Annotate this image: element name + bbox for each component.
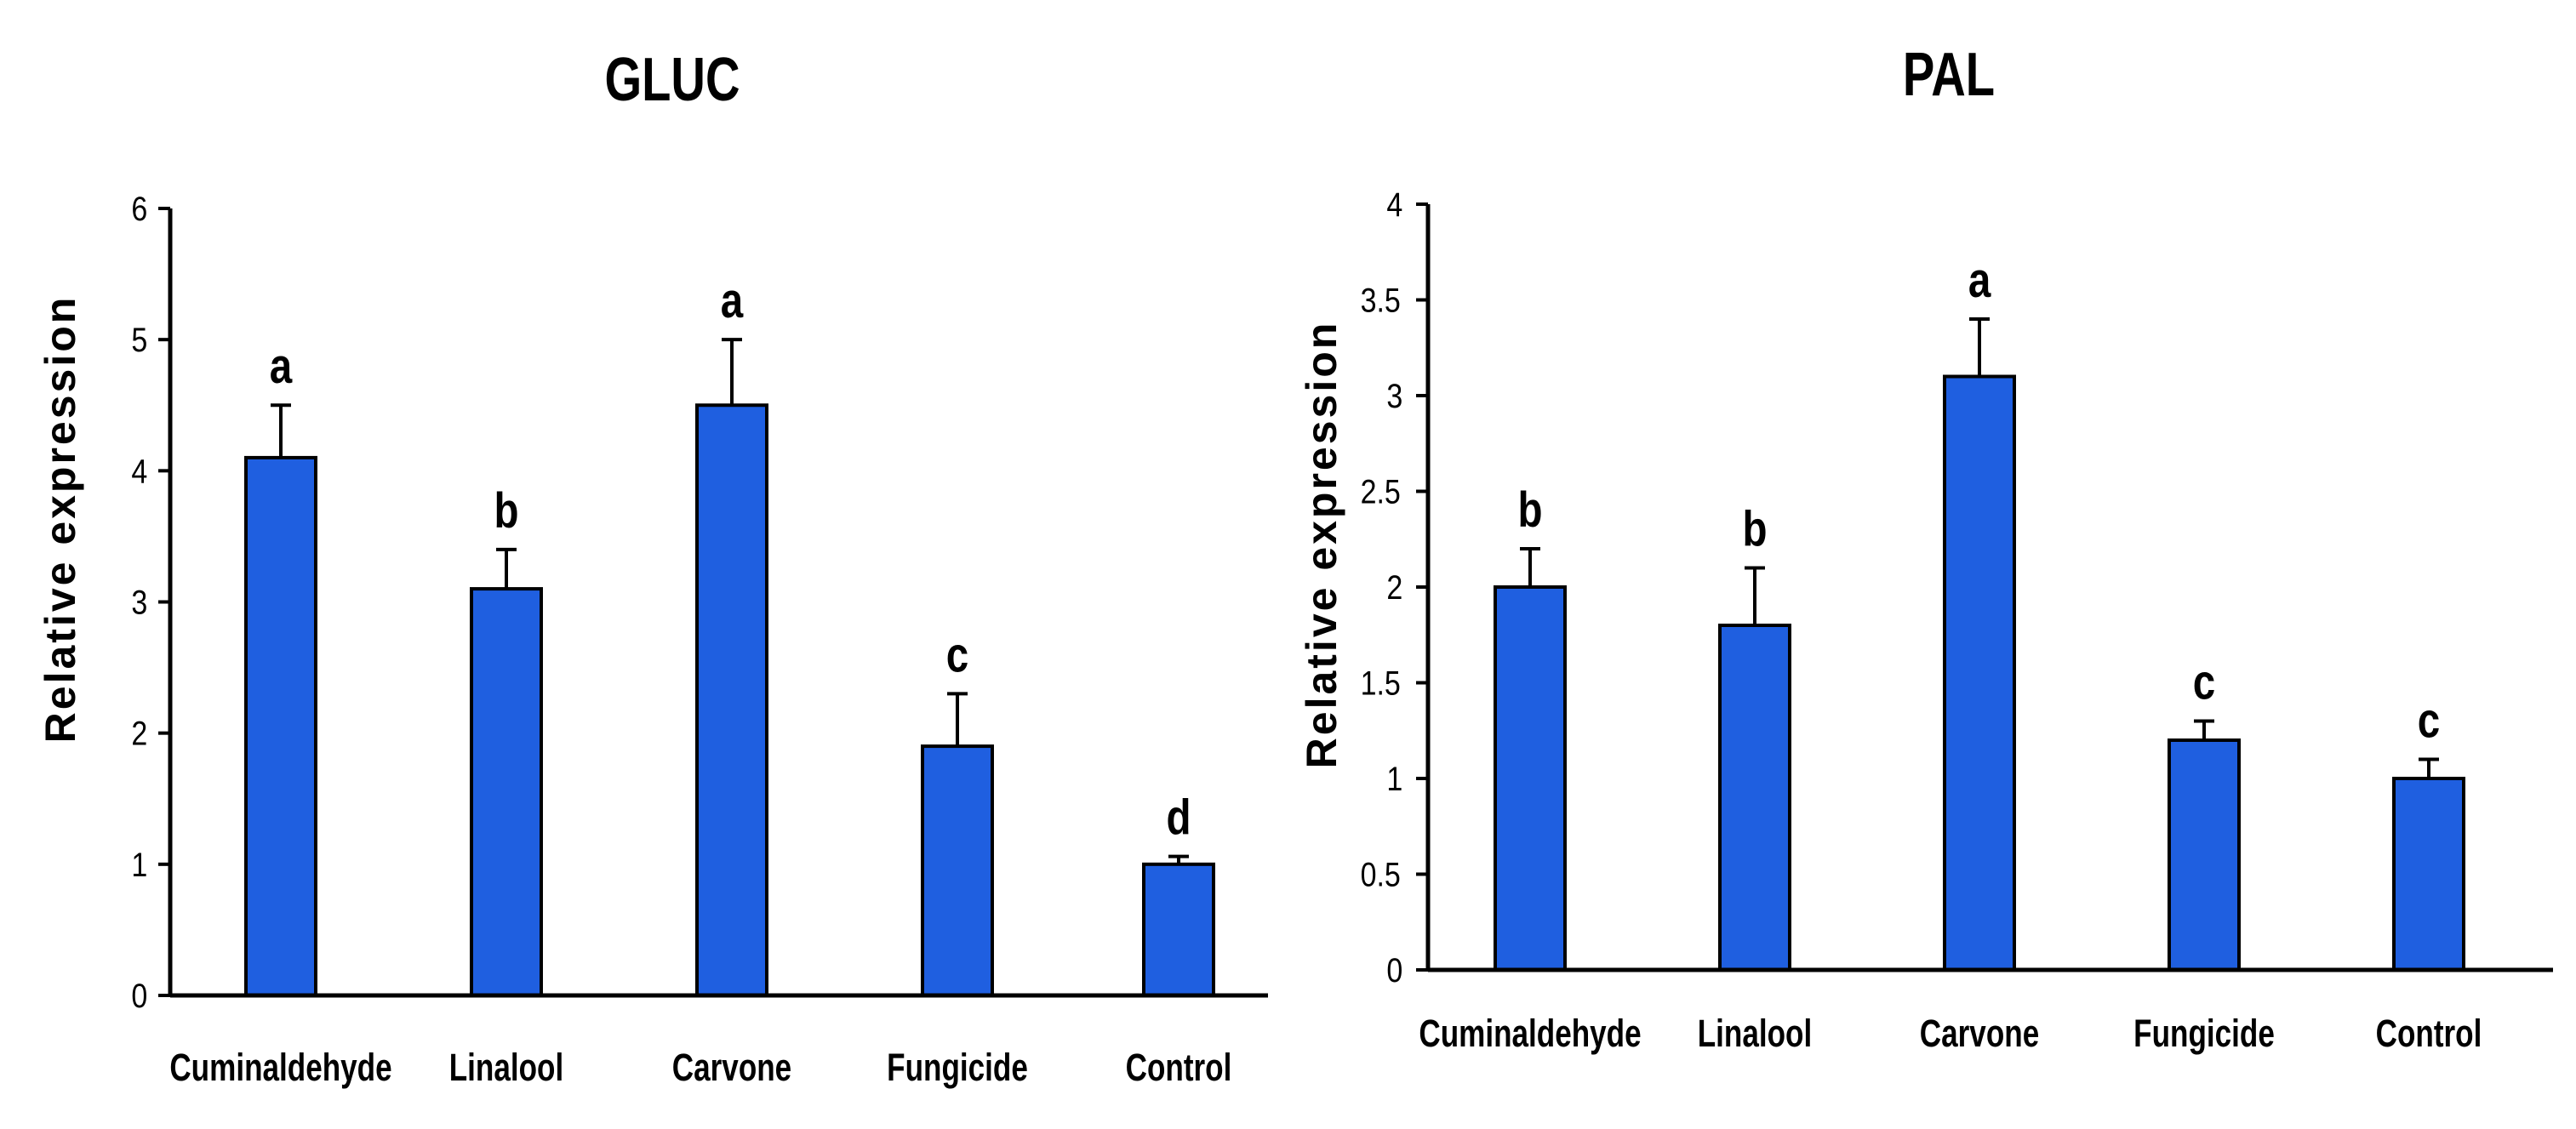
y-tick-label: 6 — [131, 189, 147, 227]
y-tick-label: 4 — [1386, 185, 1402, 223]
error-bars — [271, 338, 1189, 864]
significance-letter: c — [946, 628, 968, 683]
y-tick-label: 2.5 — [1361, 472, 1401, 510]
category-label: Linalool — [449, 1046, 564, 1089]
category-label: Cuminaldehyde — [1419, 1012, 1641, 1055]
chart-title: PAL — [1903, 40, 1995, 108]
y-tick-label: 1 — [131, 845, 147, 883]
y-tick-label: 0 — [131, 976, 147, 1014]
y-ticks: 0 0.5 1 1.5 2 2.5 3 3.5 4 — [1361, 185, 1428, 989]
bar — [921, 744, 994, 997]
bar — [470, 587, 543, 997]
y-tick-label: 0.5 — [1361, 855, 1401, 893]
category-label: Fungicide — [887, 1046, 1028, 1089]
y-axis-label: Relative expression — [1298, 321, 1345, 769]
chart-pal: PAL Relative expression 0 0.5 1 1.5 2 2.5 3 3.5… — [1298, 40, 2553, 1055]
chart-gluc: GLUC Relative expression 0 1 2 3 4 5 6 a b a c d C… — [37, 45, 1268, 1089]
category-label: Cuminaldehyde — [169, 1046, 391, 1089]
bar — [1494, 585, 1567, 972]
significance-letters: b b a c c — [1517, 254, 2440, 749]
y-tick-label: 3.5 — [1361, 281, 1401, 319]
category-label: Carvone — [1920, 1012, 2039, 1055]
significance-letter: c — [2193, 655, 2215, 710]
bar — [1718, 624, 1791, 972]
category-labels: Cuminaldehyde Linalool Carvone Fungicide Con… — [1419, 1012, 2482, 1055]
y-tick-label: 3 — [1386, 376, 1402, 414]
y-tick-label: 1.5 — [1361, 664, 1401, 702]
significance-letter: b — [1517, 483, 1542, 539]
bar — [1142, 862, 1215, 997]
y-tick-label: 4 — [131, 452, 147, 490]
category-label: Linalool — [1698, 1012, 1813, 1055]
category-label: Control — [2376, 1012, 2482, 1055]
y-tick-label: 1 — [1386, 759, 1402, 797]
y-tick-label: 5 — [131, 321, 147, 359]
bars — [1494, 374, 2465, 972]
category-label: Fungicide — [2133, 1012, 2275, 1055]
bar — [244, 455, 317, 997]
category-label: Carvone — [672, 1046, 791, 1089]
y-tick-label: 2 — [131, 714, 147, 752]
y-ticks: 0 1 2 3 4 5 6 — [131, 189, 170, 1015]
significance-letter: b — [494, 483, 518, 539]
significance-letter: a — [721, 274, 744, 329]
bar — [695, 403, 768, 997]
bar — [2168, 738, 2241, 972]
y-tick-label: 0 — [1386, 950, 1402, 989]
y-tick-label: 3 — [131, 583, 147, 621]
significance-letter: c — [2418, 693, 2440, 749]
bars — [244, 403, 1215, 997]
y-axis-label: Relative expression — [37, 295, 84, 744]
bar — [1943, 374, 2016, 972]
significance-letter: a — [270, 339, 293, 395]
significance-letter: b — [1742, 502, 1767, 557]
category-labels: Cuminaldehyde Linalool Carvone Fungicide Con… — [169, 1046, 1231, 1089]
significance-letter: a — [1968, 254, 1991, 309]
y-tick-label: 2 — [1386, 567, 1402, 606]
category-label: Control — [1126, 1046, 1232, 1089]
significance-letters: a b a c d — [270, 274, 1191, 846]
bar — [2392, 777, 2465, 972]
error-bars — [1520, 317, 2439, 778]
chart-title: GLUC — [604, 45, 740, 113]
significance-letter: d — [1166, 790, 1191, 846]
